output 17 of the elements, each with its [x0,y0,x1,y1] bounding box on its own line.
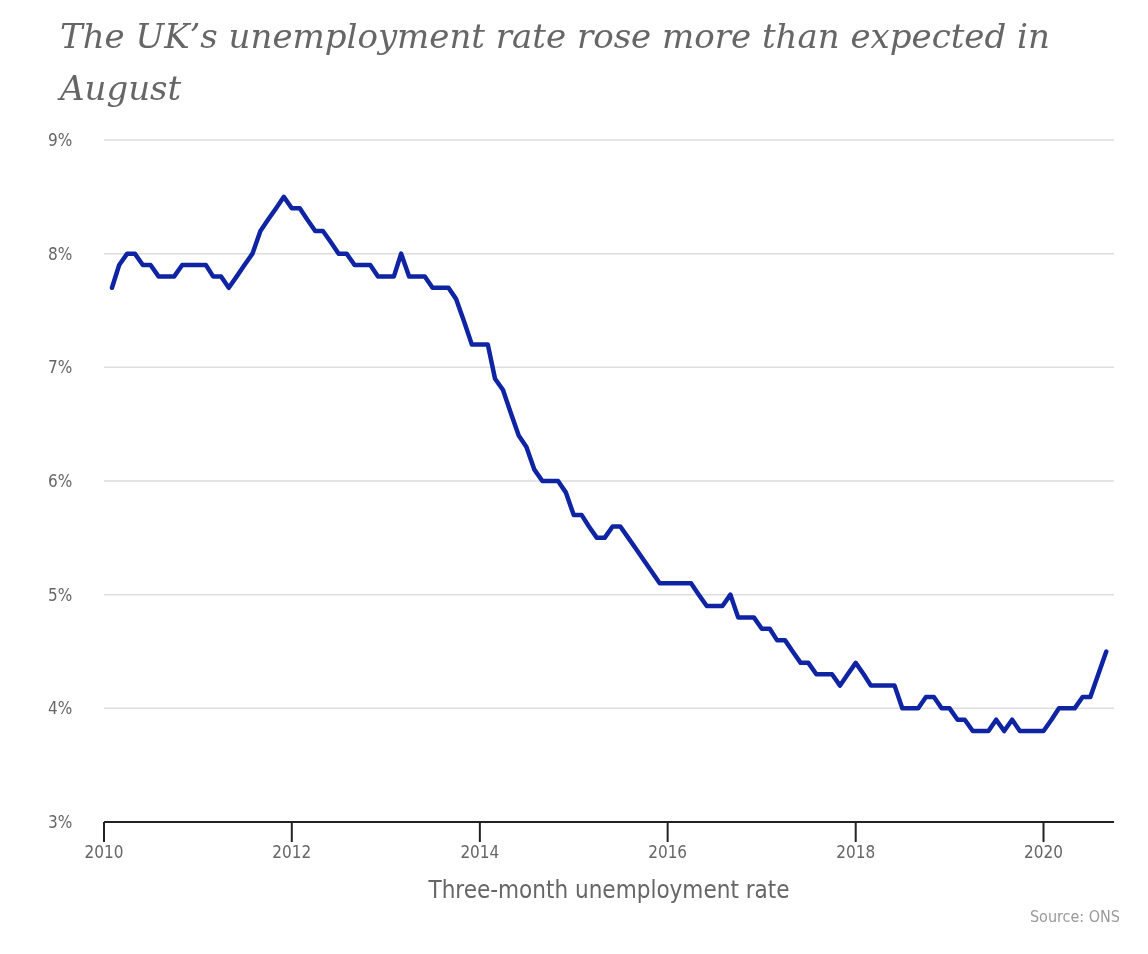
line-series [109,194,1109,734]
chart-title: The UK’s unemployment rate rose more than expected in August [57,16,1050,108]
x-tick-label: 2018 [836,842,876,862]
x-axis-title: Three-month unemployment rate [427,876,790,904]
y-tick-label: 9% [48,129,73,150]
y-tick-label: 8% [48,243,73,264]
y-tick-label: 6% [48,470,73,491]
x-tick-label: 2016 [648,842,688,862]
y-tick-label: 4% [48,698,73,719]
x-tick-label: 2012 [272,842,312,862]
x-tick-label: 2010 [84,842,124,862]
x-tick-label: 2014 [460,842,500,862]
y-tick-label: 7% [48,357,73,378]
y-tick-label: 3% [48,811,73,832]
source-note: Source: ONS [1029,907,1120,926]
y-tick-label: 5% [48,584,73,605]
x-tick-label: 2020 [1024,842,1063,862]
